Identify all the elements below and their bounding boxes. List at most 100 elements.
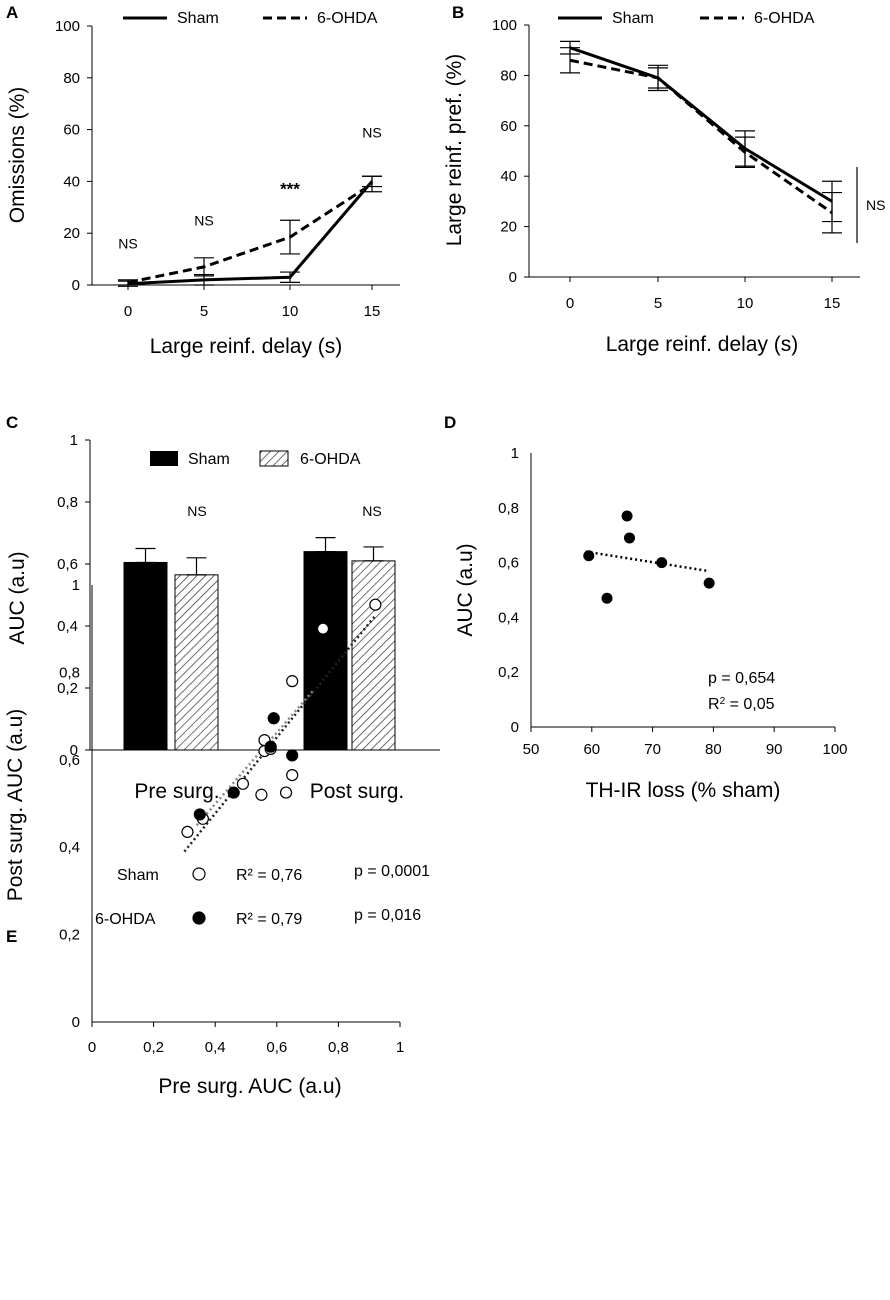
series-line-6-ohda [127,182,373,284]
legend-label: 6-OHDA [95,911,156,928]
data-point-6ohda [267,712,280,725]
y-tick-label: 0 [70,742,78,759]
data-point-sham [255,788,268,801]
y-tick-label: 0 [511,719,519,736]
x-tick-label: 10 [737,295,754,312]
legend-label: 6-OHDA [317,10,378,27]
x-axis-title: TH-IR loss (% sham) [586,779,781,802]
significance-label: NS [362,124,381,140]
category-label: Pre surg. [134,780,219,803]
data-point-sham [236,777,250,790]
trend-line [585,550,708,573]
data-point-sham [279,786,293,799]
y-tick-label: 0,2 [57,680,78,697]
data-point-6ohda [264,740,277,753]
bar-sham [123,561,168,751]
legend-swatch-6ohda [259,450,289,467]
data-point [623,532,635,544]
data-point-sham [181,825,194,839]
y-tick-label: 0 [72,277,80,294]
x-tick-label: 60 [583,741,600,758]
y-tick-label: 1 [70,432,78,449]
x-tick-label: 90 [766,741,783,758]
x-axis-title: Large reinf. delay (s) [606,333,799,356]
x-tick-label: 0,6 [266,1039,287,1056]
significance-label: NS [187,503,206,519]
y-tick-label: 0,4 [57,618,78,635]
y-tick-label: 20 [500,219,517,236]
data-point-sham [369,598,382,611]
data-point-6ohda [193,808,206,821]
y-axis-title: AUC (a.u) [6,551,29,644]
legend-swatch-sham [150,451,178,466]
panel-label: C [6,413,18,432]
panel-label: B [452,3,464,22]
x-tick-label: 10 [282,303,299,320]
y-tick-label: 0,6 [59,752,80,769]
x-tick-label: 5 [654,295,662,312]
data-point [621,510,633,522]
legend-label: 6-OHDA [300,451,361,468]
y-tick-label: 0,6 [57,556,78,573]
significance-label: NS [118,236,137,252]
y-tick-label: 60 [500,118,517,135]
y-axis-title: Omissions (%) [6,87,29,224]
y-tick-label: 20 [63,225,80,242]
x-tick-label: 15 [364,303,381,320]
y-tick-label: 0,8 [57,494,78,511]
trend-line-sham [183,614,377,853]
x-tick-label: 15 [824,295,841,312]
legend-label: Sham [177,10,219,27]
x-axis-title: Large reinf. delay (s) [150,335,343,358]
x-tick-label: 70 [644,741,661,758]
panel-label: D [444,413,456,432]
y-tick-label: 0 [72,1014,80,1031]
legend-label: Sham [188,451,230,468]
y-tick-label: 100 [492,17,517,34]
data-point-6ohda [227,786,240,799]
r-squared: R² = 0,76 [236,867,302,884]
y-tick-label: 0,6 [498,555,519,572]
x-tick-label: 0,8 [328,1039,349,1056]
panel-a: A 0 20 40 60 80 100 0 5 10 15 Large reinf. delay (s… [6,3,400,358]
panel-label: E [6,927,17,946]
significance-label: NS [866,197,885,213]
y-tick-label: 0,2 [498,664,519,681]
legend-label: 6-OHDA [754,10,815,27]
x-tick-label: 0 [566,295,574,312]
x-tick-label: 0 [88,1039,96,1056]
data-point-sham [286,675,299,688]
panel-e: E 0 0,2 0,4 0,6 0,8 1 0 0,2 0,4 0,6 0,8 1 Pre surg. A… [4,577,430,1098]
series-line-sham [127,180,374,286]
x-tick-label: 80 [705,741,722,758]
x-tick-label: 100 [822,741,847,758]
data-point [583,550,595,562]
x-tick-label: 0,4 [205,1039,226,1056]
series-line-6-ohda [569,58,833,214]
p-value: p = 0,654 [708,670,775,687]
y-tick-label: 80 [63,70,80,87]
significance-label: *** [280,179,300,198]
data-point-6ohda [286,749,299,762]
bar-6-ohda [351,560,396,751]
x-tick-label: 0,2 [143,1039,164,1056]
category-label: Post surg. [310,780,405,803]
data-point [601,592,613,604]
x-axis-title: Pre surg. AUC (a.u) [158,1075,341,1098]
data-point-sham [316,622,330,635]
data-point-6ohda [304,677,317,690]
y-tick-label: 0,8 [498,500,519,517]
panel-b: B 0 20 40 60 80 100 0 5 10 15 Large reinf. delay (s… [443,3,885,356]
y-tick-label: 1 [511,445,519,462]
bar-sham [303,551,348,751]
panel-c: C 0 0,2 0,4 0,6 0,8 1 AUC (a.u) Pre surg. NS Post … [6,413,440,803]
y-tick-label: 40 [500,168,517,185]
bar-6-ohda [174,574,219,751]
y-tick-label: 100 [55,18,80,35]
legend-label: Sham [117,867,159,884]
data-point-sham [286,768,299,782]
y-tick-label: 0,4 [59,839,80,856]
significance-label: NS [194,212,213,228]
y-tick-label: 0,4 [498,609,519,626]
